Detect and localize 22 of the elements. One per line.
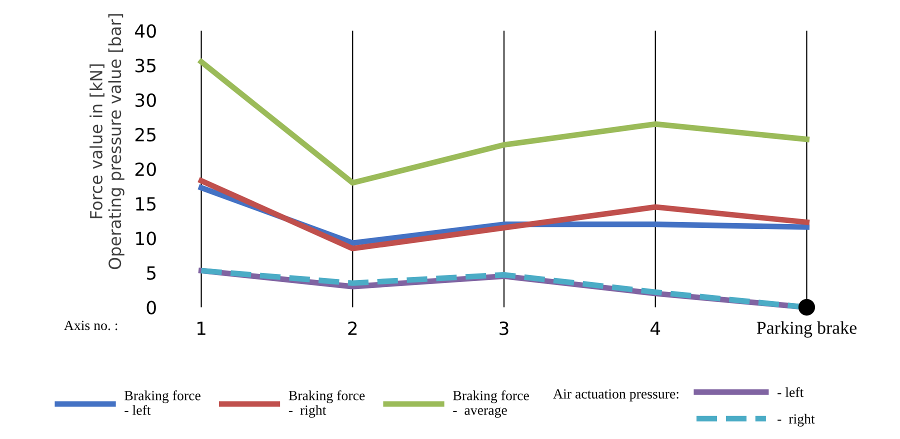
x-tick-label: 2: [348, 322, 357, 335]
x-axis-title: Axis no. :: [64, 320, 118, 330]
y-tick-label: 30: [136, 93, 156, 107]
legend-label: - right: [778, 414, 815, 426]
x-tick-label: 3: [500, 322, 508, 336]
x-tick-label: 1: [198, 322, 206, 335]
y-tick-label: 40: [135, 24, 156, 38]
text: Air actuation pressure:: [553, 389, 678, 402]
y-axis-title: Force value in [kN] Operating pressure value [bar]: [90, 14, 124, 270]
y-tick-label: 25: [135, 128, 156, 142]
x-tick-label: Parking brake: [756, 321, 856, 338]
legend-label: Braking force - left: [124, 390, 200, 415]
legend-label: - left: [778, 387, 804, 398]
legend-label: Braking force - average: [453, 390, 529, 418]
legend-label: Braking force - right: [288, 390, 365, 418]
y-tick-label: 5: [147, 266, 156, 280]
y-tick-label: 20: [135, 162, 156, 176]
x-tick-label: 4: [650, 322, 660, 335]
y-tick-label: 35: [136, 58, 156, 72]
y-tick-label: 0: [146, 300, 156, 314]
y-tick-label: 15: [136, 197, 156, 211]
y-tick-label: 10: [136, 232, 156, 246]
